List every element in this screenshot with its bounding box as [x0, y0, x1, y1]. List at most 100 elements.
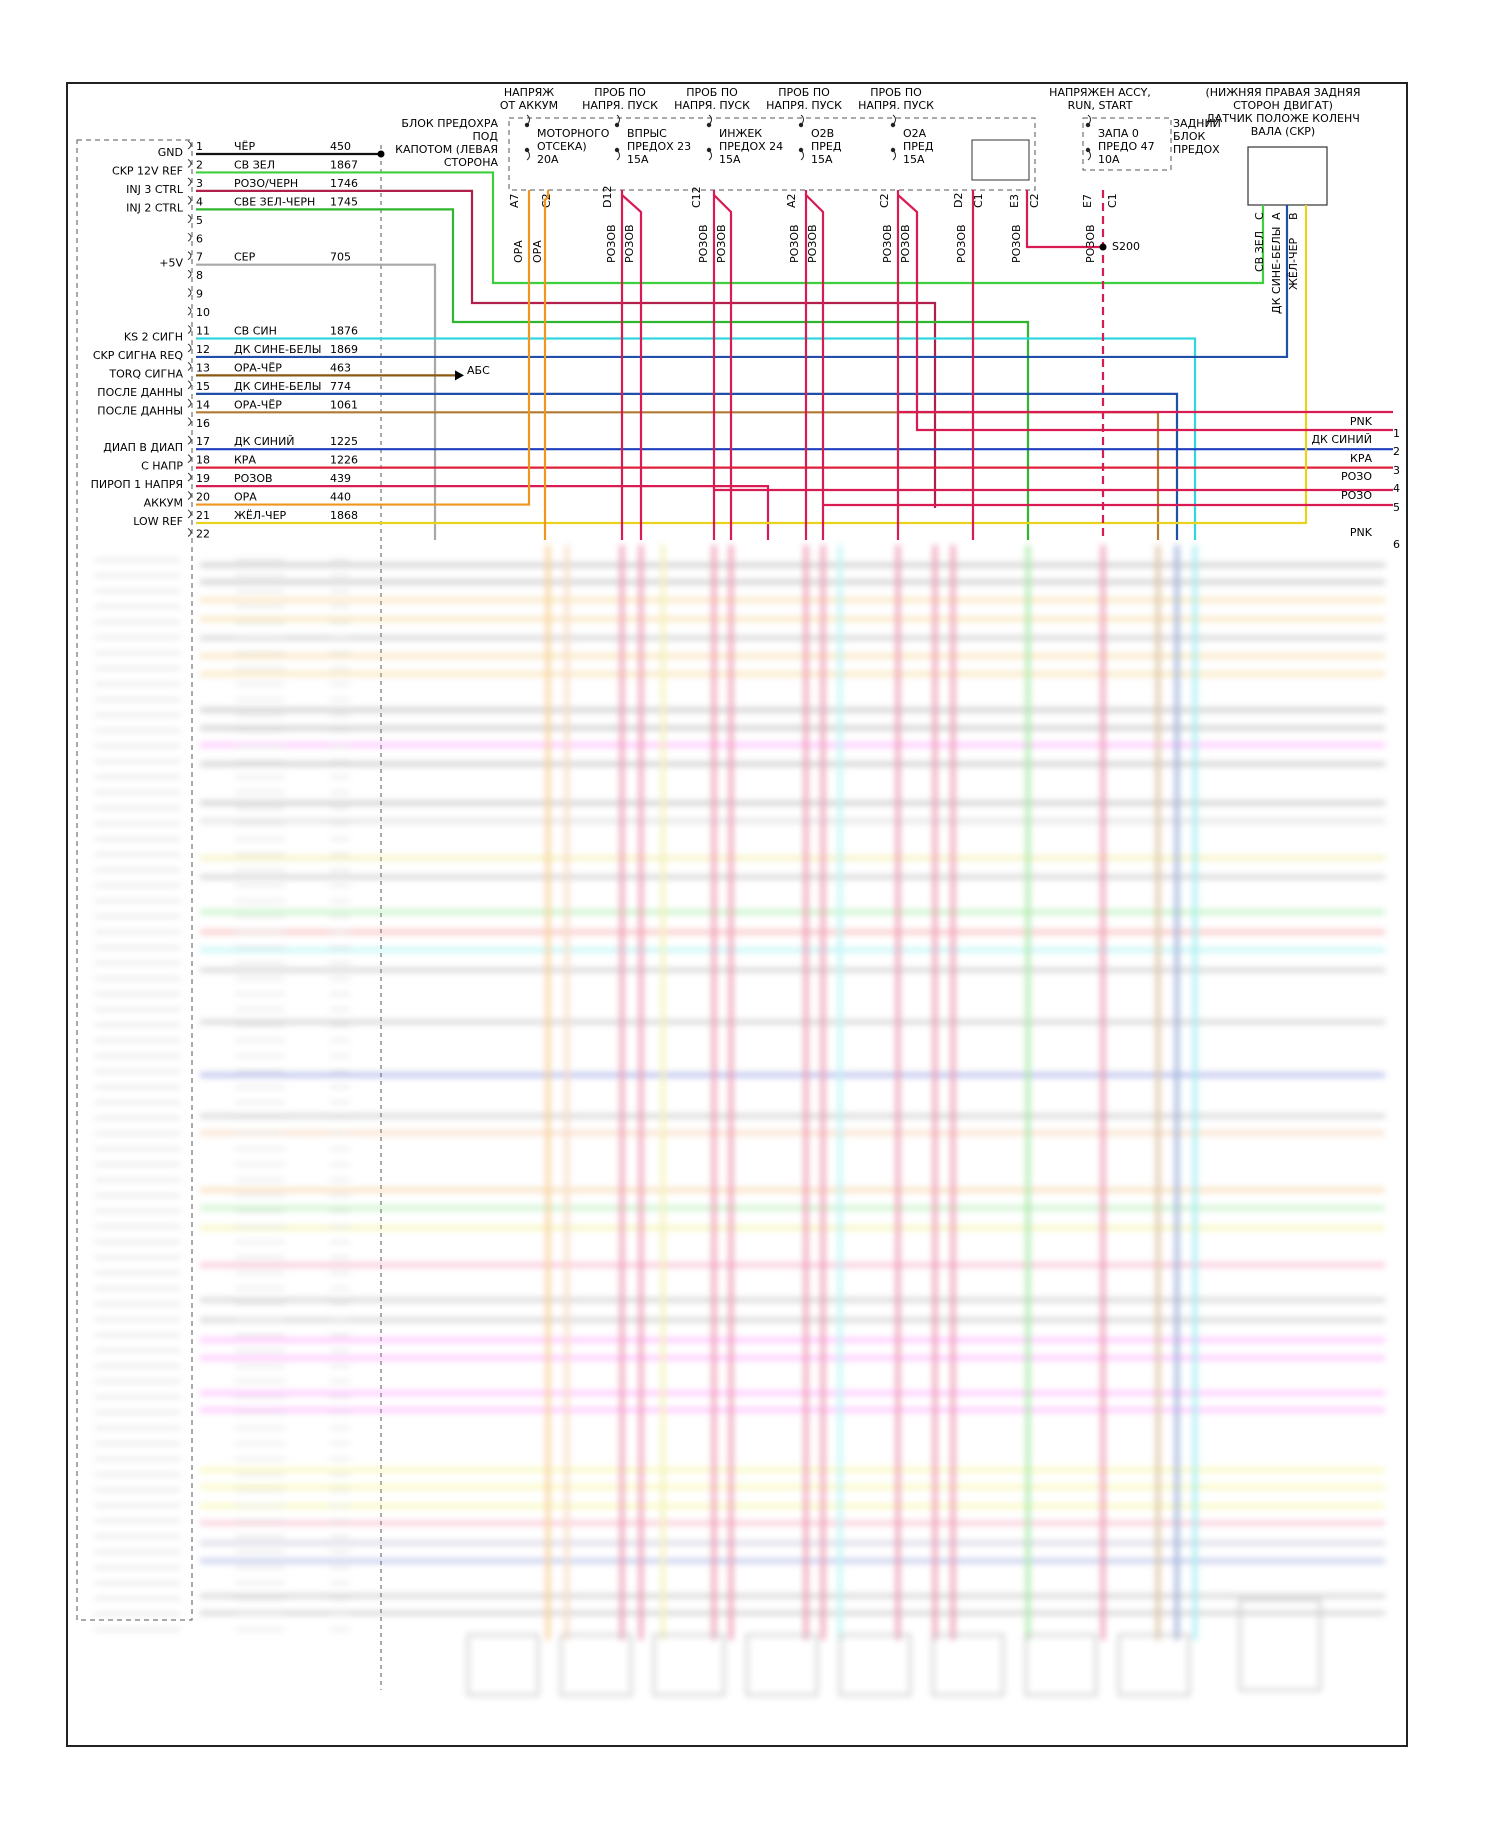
connector-pin-label: D2	[952, 193, 965, 208]
ecm-pin-label: С НАПР	[141, 460, 183, 473]
ecm-pin-number: 19	[196, 472, 210, 485]
ckp-wire-label: СВ ЗЕЛ	[1253, 231, 1266, 272]
rear-block-label: ПРЕДОХ	[1173, 143, 1220, 156]
wire-ckp-12v-ref	[196, 171, 1265, 285]
ckp-pin-label: B	[1287, 212, 1300, 220]
wire-pink-i	[1025, 190, 1103, 249]
ecm-pin-label: CKP СИГНА REQ	[93, 349, 184, 362]
ecm-circuit-number: 1876	[330, 325, 358, 338]
fuse-symbol	[526, 114, 530, 161]
fuse-label: 15A	[811, 153, 833, 166]
wire-yellow	[196, 205, 1308, 525]
abs-arrow	[455, 370, 464, 381]
ecm-circuit-number: 440	[330, 491, 351, 504]
ecm-circuit-number: 1746	[330, 177, 358, 190]
blurred-injector-box	[1118, 1634, 1190, 1696]
fuse-block-inner-box	[971, 139, 1030, 181]
vertical-wire-label: РОЗОВ	[899, 224, 912, 263]
vertical-wire-label: РОЗОВ	[881, 224, 894, 263]
right-output-label: КРА	[1350, 452, 1372, 465]
fuse-block-label: БЛОК ПРЕДОХРА	[401, 117, 498, 130]
blurred-sensor-box	[1239, 1599, 1321, 1691]
fuse-label: ПРЕД	[903, 140, 934, 153]
ecm-pin-label: ДИАП В ДИАП	[103, 441, 183, 454]
ecm-pin-symbol	[187, 417, 192, 427]
ecm-circuit-number: 1226	[330, 454, 358, 467]
ecm-pin-label: АККУМ	[144, 497, 183, 510]
ecm-wire-color-label: ОРА-ЧЁР	[234, 361, 282, 374]
connector-pin-label: E7	[1081, 194, 1094, 208]
connector-pin-label: C2	[878, 193, 891, 208]
right-output-label: ДК СИНИЙ	[1311, 433, 1372, 446]
connector-pin-label: C1	[1106, 193, 1119, 208]
fuse-terminal	[706, 122, 712, 128]
ecm-wire-color-label: ОРА	[234, 491, 257, 504]
vertical-wire-label: РОЗОВ	[1084, 224, 1097, 263]
connector-pin-label: E3	[1008, 194, 1021, 208]
fuse-terminal	[524, 122, 530, 128]
fuse-symbol	[800, 114, 804, 161]
ecm-pin-number: 6	[196, 232, 203, 245]
fuse-label: O2B	[811, 127, 834, 140]
ckp-wire-label: ДК СИНЕ-БЕЛЫ	[1270, 227, 1283, 314]
ecm-pin-number: 17	[196, 435, 210, 448]
ecm-pin-label: LOW REF	[133, 515, 183, 528]
right-output-number: 3	[1393, 464, 1400, 477]
connector-pin-label: C1	[972, 193, 985, 208]
ecm-pin-number: 21	[196, 509, 210, 522]
ecm-wire-color-label: СВ СИН	[234, 325, 277, 338]
fuse-header-text: RUN, START	[1068, 99, 1133, 112]
fuse-terminal	[524, 147, 530, 153]
fuse-header-text: ОТ АККУМ	[500, 99, 558, 112]
ecm-pin-number: 8	[196, 269, 203, 282]
ecm-circuit-number: 1868	[330, 509, 358, 522]
fuse-header-text: (НИЖНЯЯ ПРАВАЯ ЗАДНЯЯ	[1205, 86, 1360, 99]
ecm-circuit-number: 450	[330, 140, 351, 153]
right-output-number: 2	[1393, 445, 1400, 458]
ecm-pin-symbol	[187, 214, 192, 224]
fuse-header-text: ПРОБ ПО	[870, 86, 922, 99]
right-output-label: PNK	[1350, 526, 1373, 539]
vertical-wire-label: РОЗОВ	[623, 224, 636, 263]
ckp-wire-label: ЖЁЛ-ЧЕР	[1287, 237, 1300, 290]
ecm-wire-color-label: ЧЁР	[234, 140, 255, 153]
blurred-injector-box	[1025, 1634, 1097, 1696]
fuse-header-text: ДАТЧИК ПОЛОЖЕ КОЛЕНЧ	[1206, 112, 1360, 125]
ecm-wire-color-label: ЖЁЛ-ЧЕР	[234, 509, 287, 522]
ecm-dashed-box	[76, 139, 193, 1621]
blurred-injector-box	[932, 1634, 1004, 1696]
vertical-wire-label: ОРА	[512, 240, 525, 263]
vertical-wire-labels: ОРА ОРА РОЗОВ РОЗОВ РОЗОВ РОЗОВ РОЗОВ РОЗОВ РОЗО…	[512, 212, 1300, 314]
fuse-header-text: ПРОБ ПО	[594, 86, 646, 99]
ecm-pin-symbol	[187, 251, 192, 261]
fuse-terminal	[706, 147, 712, 153]
fuse-terminal	[890, 147, 896, 153]
ecm-wire-color-label: СЕР	[234, 251, 256, 264]
ecm-pin-label: ПИРОП 1 НАПРЯ	[91, 478, 183, 491]
rear-block-label: БЛОК	[1173, 130, 1205, 143]
wire-inj3	[196, 189, 937, 508]
fuse-symbol	[708, 114, 712, 161]
right-output-label: РОЗО	[1341, 489, 1372, 502]
ecm-pin-symbol	[187, 306, 192, 316]
abs-label: АБС	[467, 364, 490, 377]
blurred-lower-diagram	[95, 545, 1385, 1696]
fuse-terminal	[890, 122, 896, 128]
fuse-symbol	[892, 114, 896, 161]
right-output-label: РОЗО	[1341, 470, 1372, 483]
ecm-pin-symbol	[187, 472, 192, 482]
ecm-pin-number: 4	[196, 195, 203, 208]
vertical-wire-label: РОЗОВ	[806, 224, 819, 263]
right-output-number: 4	[1393, 482, 1400, 495]
ecm-circuit-number: 463	[330, 361, 351, 374]
fuse-terminal	[614, 147, 620, 153]
fuse-symbol	[1087, 114, 1091, 161]
right-output-label: PNK	[1350, 415, 1373, 428]
ecm-wire-color-label: ДК СИНЕ-БЕЛЫ	[234, 343, 321, 356]
right-output-number: 1	[1393, 427, 1400, 440]
ecm-pin-label: INJ 2 CTRL	[126, 201, 184, 214]
blurred-injector-box	[653, 1634, 725, 1696]
connector-pin-label: C2	[1028, 193, 1041, 208]
ecm-circuit-number: 1869	[330, 343, 358, 356]
